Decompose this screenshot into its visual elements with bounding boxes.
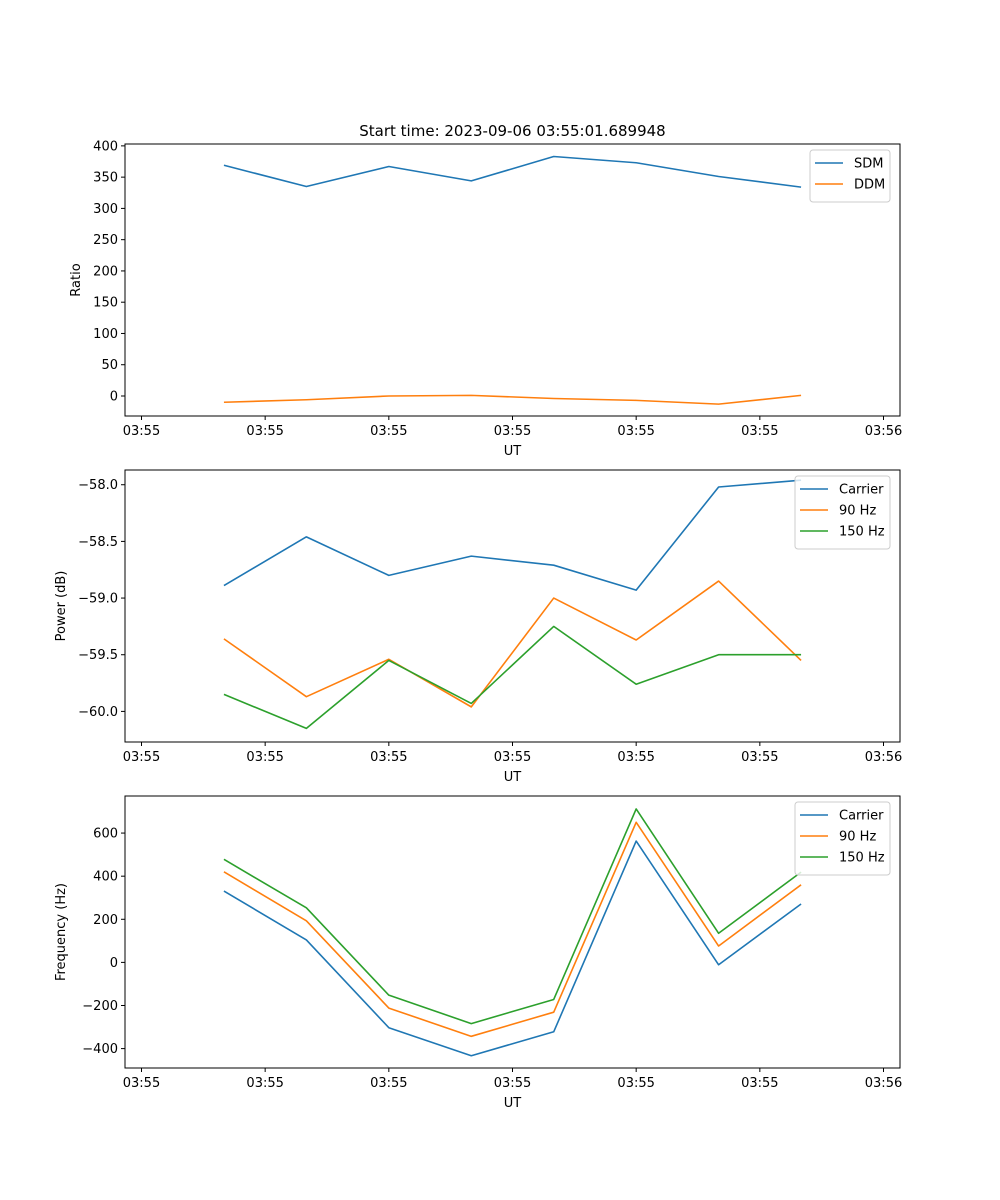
chart-3-y-axis-label: Frequency (Hz) — [54, 883, 69, 981]
chart-1-x-tick-label: 03:55 — [494, 424, 531, 439]
chart-3-y-tick-label: 600 — [93, 827, 118, 842]
chart-1-y-tick-label: 250 — [93, 233, 118, 248]
chart-3-y-tick-label: −400 — [82, 1042, 118, 1057]
chart-3-y-tick-label: 400 — [93, 870, 118, 885]
chart-1-y-tick-label: 350 — [93, 171, 118, 186]
chart-1-legend-label-sdm: SDM — [854, 157, 883, 172]
chart-3-legend-label-150-hz: 150 Hz — [839, 851, 885, 866]
chart-3-series-carrier-line — [223, 840, 802, 1057]
chart-1-x-axis-label: UT — [504, 444, 522, 459]
chart-3-x-tick-label: 03:55 — [617, 1076, 654, 1091]
chart-3-legend-label-90-hz: 90 Hz — [839, 830, 876, 845]
chart-2-series-150-hz-line — [223, 625, 802, 730]
chart-1-series-sdm-line — [223, 155, 802, 188]
chart-2-legend-label-90-hz: 90 Hz — [839, 504, 876, 519]
chart-2-y-tick-label: −58.5 — [78, 535, 118, 550]
chart-2-y-tick-label: −60.0 — [78, 705, 118, 720]
chart-3-y-tick-label: −200 — [82, 999, 118, 1014]
chart-3-x-tick-label: 03:55 — [246, 1076, 283, 1091]
chart-2-x-tick-label: 03:55 — [370, 750, 407, 765]
chart-2-series-90-hz-line — [223, 580, 802, 708]
chart-2-x-tick-label: 03:55 — [246, 750, 283, 765]
chart-3-y-tick-label: 200 — [93, 913, 118, 928]
chart-2-x-tick-label: 03:56 — [865, 750, 902, 765]
chart-1-y-tick-label: 100 — [93, 327, 118, 342]
chart-1-x-tick-label: 03:56 — [865, 424, 902, 439]
chart-1-y-tick-label: 150 — [93, 296, 118, 311]
chart-3-x-tick-label: 03:55 — [741, 1076, 778, 1091]
chart-3-x-tick-label: 03:55 — [494, 1076, 531, 1091]
chart-1-x-tick-label: 03:55 — [370, 424, 407, 439]
chart-1-x-tick-label: 03:55 — [617, 424, 654, 439]
chart-3-x-tick-label: 03:55 — [370, 1076, 407, 1091]
chart-2-y-tick-label: −59.5 — [78, 648, 118, 663]
chart-1-y-tick-label: 50 — [101, 358, 118, 373]
chart-2-x-tick-label: 03:55 — [494, 750, 531, 765]
chart-1-y-tick-label: 200 — [93, 264, 118, 279]
chart-1-x-tick-label: 03:55 — [246, 424, 283, 439]
chart-1-y-tick-label: 300 — [93, 202, 118, 217]
chart-2-x-tick-label: 03:55 — [617, 750, 654, 765]
chart-1-y-tick-label: 0 — [110, 389, 118, 404]
chart-2-series-carrier-line — [223, 479, 802, 591]
chart-3-x-tick-label: 03:56 — [865, 1076, 902, 1091]
chart-1-legend-label-ddm: DDM — [854, 178, 885, 193]
chart-3-legend-label-carrier: Carrier — [839, 809, 884, 824]
chart-1-x-tick-label: 03:55 — [741, 424, 778, 439]
figure-title: Start time: 2023-09-06 03:55:01.689948 — [359, 122, 665, 140]
chart-2-x-tick-label: 03:55 — [123, 750, 160, 765]
chart-3-series-150-hz-line — [223, 808, 802, 1025]
chart-1-series-ddm-line — [223, 394, 802, 405]
chart-2-y-tick-label: −59.0 — [78, 592, 118, 607]
chart-3-y-tick-label: 0 — [110, 956, 118, 971]
chart-1-y-axis-label: Ratio — [69, 263, 84, 296]
chart-2-legend-label-150-hz: 150 Hz — [839, 525, 885, 540]
chart-3-series-90-hz-line — [223, 821, 802, 1038]
chart-1-y-tick-label: 400 — [93, 139, 118, 154]
chart-2-y-axis-label: Power (dB) — [54, 571, 69, 642]
chart-1-x-tick-label: 03:55 — [123, 424, 160, 439]
chart-3-x-tick-label: 03:55 — [123, 1076, 160, 1091]
chart-2-x-axis-label: UT — [504, 770, 522, 785]
chart-2-x-tick-label: 03:55 — [741, 750, 778, 765]
chart-3-axes-frame — [124, 795, 901, 1069]
chart-2-y-tick-label: −58.0 — [78, 478, 118, 493]
chart-2-legend-label-carrier: Carrier — [839, 483, 884, 498]
chart-3-x-axis-label: UT — [504, 1096, 522, 1111]
